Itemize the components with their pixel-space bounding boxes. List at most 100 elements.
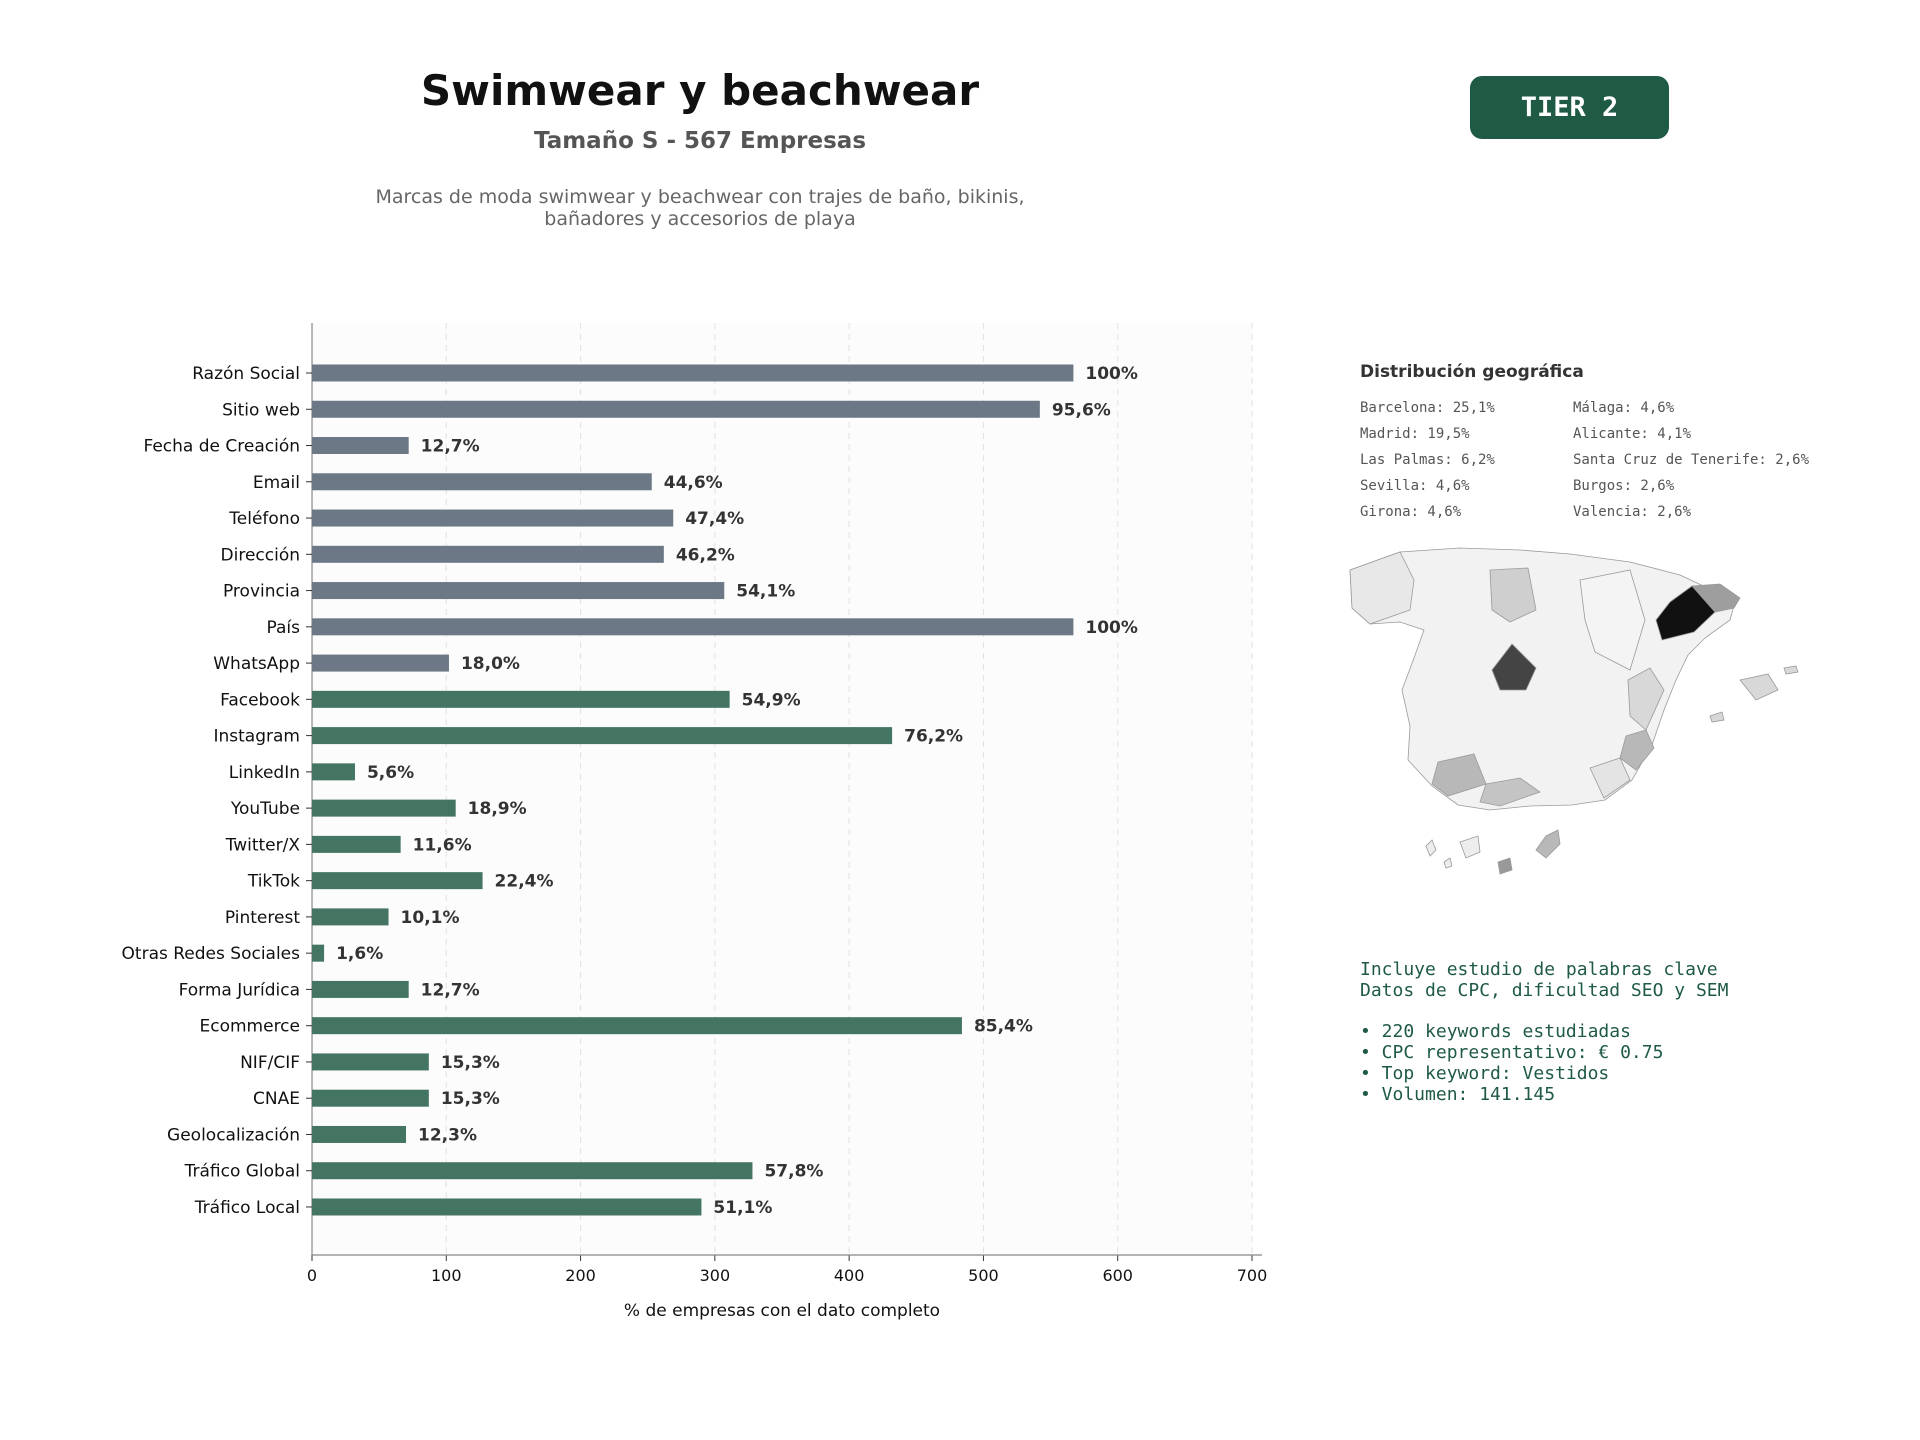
map-balearic-islands-3 xyxy=(1709,711,1725,723)
bar xyxy=(312,654,449,672)
category-label: Email xyxy=(253,473,300,493)
x-tick-label: 400 xyxy=(834,1266,865,1285)
bar-value-label: 76,2% xyxy=(904,727,963,747)
bar-value-label: 15,3% xyxy=(441,1089,500,1109)
map-valencia-region xyxy=(1627,667,1665,731)
x-tick-label: 0 xyxy=(307,1266,317,1285)
category-label: Twitter/X xyxy=(225,835,301,855)
plot-area xyxy=(312,323,1252,1255)
category-label: Fecha de Creación xyxy=(143,437,300,457)
category-label: NIF/CIF xyxy=(240,1053,300,1073)
keyword-bullet: • Volumen: 141.145 xyxy=(1360,1084,1556,1105)
category-label: Razón Social xyxy=(192,364,300,384)
geo-item: Madrid: 19,5% xyxy=(1360,426,1470,442)
category-label: Sitio web xyxy=(222,400,300,420)
bar-value-label: 100% xyxy=(1085,618,1138,638)
bar-value-label: 18,9% xyxy=(468,799,527,819)
page-subtitle: Tamaño S - 567 Empresas xyxy=(533,128,867,154)
category-label: Tráfico Local xyxy=(194,1198,300,1218)
bar xyxy=(312,908,389,926)
bar xyxy=(312,944,325,962)
bar xyxy=(312,727,893,745)
bar xyxy=(312,364,1074,382)
bar-value-label: 100% xyxy=(1085,364,1138,384)
keyword-bullet: • CPC representativo: € 0.75 xyxy=(1360,1042,1664,1063)
map-sevilla-region xyxy=(1431,753,1487,797)
bar-value-label: 1,6% xyxy=(336,944,383,964)
bar xyxy=(312,980,409,998)
map-madrid-region xyxy=(1491,643,1537,691)
keyword-bullet: • 220 keywords estudiadas xyxy=(1360,1021,1631,1042)
keywords-line-1: Incluye estudio de palabras clave xyxy=(1360,959,1718,980)
map-balearic-islands-2 xyxy=(1783,665,1799,675)
keyword-bullet: • Top keyword: Vestidos xyxy=(1360,1063,1610,1084)
category-label: Provincia xyxy=(223,582,300,602)
bar-value-label: 51,1% xyxy=(713,1198,772,1218)
category-label: Pinterest xyxy=(225,908,300,928)
geo-item: Málaga: 4,6% xyxy=(1573,400,1675,416)
category-label: CNAE xyxy=(253,1089,300,1109)
map-malaga-region xyxy=(1479,777,1541,807)
category-label: WhatsApp xyxy=(213,654,300,674)
bar xyxy=(312,618,1074,636)
bar-value-label: 95,6% xyxy=(1052,400,1111,420)
bar-value-label: 54,9% xyxy=(742,690,801,710)
x-tick-label: 300 xyxy=(700,1266,731,1285)
bar xyxy=(312,1125,406,1143)
bar xyxy=(312,473,652,491)
category-label: País xyxy=(267,618,301,638)
map-aragon-region xyxy=(1579,569,1646,671)
map-balearic-islands xyxy=(1739,673,1779,701)
bar-value-label: 15,3% xyxy=(441,1053,500,1073)
bar-chart: 0 100 200 300 400 500 600 700 Razón Social 100% Si… xyxy=(122,323,1268,1321)
geo-item: Barcelona: 25,1% xyxy=(1360,400,1495,416)
spain-map xyxy=(1349,547,1799,875)
page-description: Marcas de moda swimwear y beachwear con … xyxy=(340,186,1060,230)
keywords-line-2: Datos de CPC, dificultad SEO y SEM xyxy=(1360,980,1729,1001)
category-label: TikTok xyxy=(247,872,300,892)
bar-value-label: 46,2% xyxy=(676,545,735,565)
x-tick-label: 700 xyxy=(1237,1266,1268,1285)
geo-distribution-title: Distribución geográfica xyxy=(1360,362,1584,382)
x-tick-label: 600 xyxy=(1102,1266,1133,1285)
geo-item: Valencia: 2,6% xyxy=(1573,504,1692,520)
bar-value-label: 22,4% xyxy=(495,872,554,892)
map-tenerife-island xyxy=(1459,835,1481,859)
bar xyxy=(312,509,674,527)
description-line-1: Marcas de moda swimwear y beachwear con … xyxy=(375,186,1025,208)
bar xyxy=(312,1017,962,1035)
category-label: Teléfono xyxy=(228,509,300,529)
bar xyxy=(312,545,664,563)
map-murcia-region xyxy=(1589,757,1631,799)
geo-item: Santa Cruz de Tenerife: 2,6% xyxy=(1573,452,1810,468)
geo-item: Alicante: 4,1% xyxy=(1573,426,1692,442)
map-canarias-east xyxy=(1535,829,1561,859)
bar-value-label: 57,8% xyxy=(764,1162,823,1182)
map-canarias-la-palma xyxy=(1425,839,1437,857)
map-burgos-region xyxy=(1489,567,1537,623)
category-label: Instagram xyxy=(214,727,301,747)
bar-value-label: 12,3% xyxy=(418,1125,477,1145)
bar-value-label: 44,6% xyxy=(664,473,723,493)
x-tick-label: 200 xyxy=(565,1266,596,1285)
bar-value-label: 47,4% xyxy=(685,509,744,529)
keywords-heading: Incluye estudio de palabras clave Datos … xyxy=(1360,959,1728,1001)
category-label: LinkedIn xyxy=(229,763,300,783)
bar xyxy=(312,1089,429,1107)
bar xyxy=(312,690,730,708)
bar xyxy=(312,437,409,455)
description-line-2: bañadores y accesorios de playa xyxy=(544,208,856,230)
map-gran-canaria-island xyxy=(1497,857,1513,875)
x-tick-label: 500 xyxy=(968,1266,999,1285)
tier-badge: TIER 2 xyxy=(1470,76,1669,139)
category-label: YouTube xyxy=(230,799,300,819)
x-axis-title: % de empresas con el dato completo xyxy=(624,1301,940,1321)
map-alicante-region xyxy=(1619,729,1655,771)
geo-item: Girona: 4,6% xyxy=(1360,504,1462,520)
geo-item: Las Palmas: 6,2% xyxy=(1360,452,1495,468)
bar xyxy=(312,1198,702,1216)
bar xyxy=(312,582,725,600)
bar-value-label: 11,6% xyxy=(413,835,472,855)
bar-value-label: 18,0% xyxy=(461,654,520,674)
category-label: Dirección xyxy=(221,545,300,565)
